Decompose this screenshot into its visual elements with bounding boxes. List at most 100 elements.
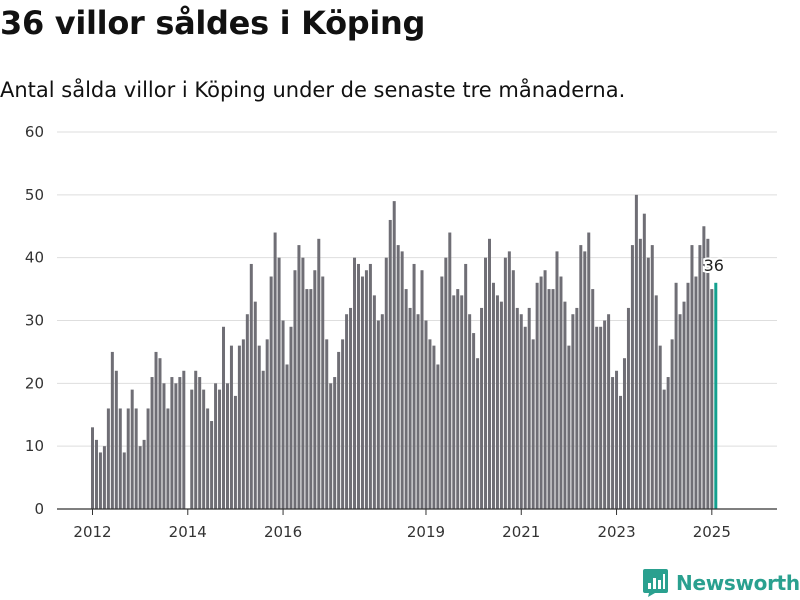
newsworthy-logo-icon bbox=[643, 569, 668, 597]
bar bbox=[642, 213, 646, 509]
bar bbox=[222, 326, 226, 509]
bar bbox=[210, 421, 214, 509]
bar bbox=[174, 383, 178, 509]
bar bbox=[468, 314, 472, 509]
bar bbox=[551, 289, 555, 509]
bar bbox=[257, 345, 261, 509]
bar bbox=[607, 314, 611, 509]
bar bbox=[142, 439, 146, 509]
bar bbox=[206, 408, 210, 509]
bar bbox=[317, 238, 321, 509]
bar bbox=[118, 408, 122, 509]
bar bbox=[229, 345, 233, 509]
bar bbox=[337, 351, 341, 509]
bar bbox=[102, 446, 106, 509]
bar bbox=[309, 289, 313, 509]
bar bbox=[531, 339, 535, 509]
bar bbox=[519, 314, 523, 509]
x-tick-label: 2023 bbox=[597, 523, 635, 541]
bar bbox=[98, 452, 102, 509]
bar bbox=[563, 301, 567, 509]
bar bbox=[150, 377, 154, 509]
bar bbox=[404, 289, 408, 509]
y-tick-label: 60 bbox=[25, 123, 44, 141]
bar bbox=[460, 295, 464, 509]
bar bbox=[499, 301, 503, 509]
x-tick-label: 2025 bbox=[693, 523, 731, 541]
bar bbox=[396, 245, 400, 509]
y-tick-label: 50 bbox=[25, 186, 44, 204]
brand-name: Newsworthy bbox=[676, 571, 800, 595]
bar bbox=[162, 383, 166, 509]
bar bbox=[388, 219, 392, 509]
bar-chart: 0 10 20 30 40 50 60 2012 2014 2016 2019 2021 2023 202… bbox=[25, 123, 777, 541]
bar bbox=[424, 320, 428, 509]
bar bbox=[233, 395, 237, 509]
bar bbox=[674, 282, 678, 509]
bar bbox=[579, 245, 583, 509]
bar bbox=[353, 257, 357, 509]
bar bbox=[622, 358, 626, 509]
bar bbox=[535, 282, 539, 509]
brand-logo[interactable]: Newsworthy bbox=[643, 569, 800, 597]
bar bbox=[138, 446, 142, 509]
bar bbox=[630, 245, 634, 509]
bar bbox=[241, 339, 245, 509]
bar bbox=[694, 276, 698, 509]
bar bbox=[166, 408, 170, 509]
bar bbox=[710, 289, 714, 509]
bar bbox=[408, 307, 412, 509]
bar bbox=[114, 370, 118, 509]
bar bbox=[698, 245, 702, 509]
bar bbox=[670, 339, 674, 509]
x-tick-label: 2014 bbox=[169, 523, 207, 541]
highlight-data-label: 36 bbox=[704, 256, 724, 275]
bar bbox=[484, 257, 488, 509]
bar bbox=[591, 289, 595, 509]
bar bbox=[182, 370, 186, 509]
bar bbox=[126, 408, 130, 509]
bar bbox=[650, 245, 654, 509]
y-tick-label: 30 bbox=[25, 312, 44, 330]
chart-title: 36 villor såldes i Köping bbox=[0, 4, 426, 42]
bar bbox=[611, 377, 615, 509]
y-tick-label: 10 bbox=[25, 437, 44, 455]
bar bbox=[416, 314, 420, 509]
bar bbox=[380, 314, 384, 509]
bar bbox=[488, 238, 491, 509]
bar bbox=[503, 257, 507, 509]
y-tick-label: 0 bbox=[34, 500, 44, 518]
bar bbox=[190, 389, 194, 509]
bar bbox=[480, 307, 484, 509]
bar bbox=[122, 452, 126, 509]
bar bbox=[559, 276, 563, 509]
bar bbox=[448, 232, 452, 509]
bar bbox=[253, 301, 257, 509]
bar bbox=[372, 295, 376, 509]
bar bbox=[329, 383, 333, 509]
bar bbox=[249, 263, 253, 509]
bar bbox=[198, 377, 202, 509]
bar bbox=[178, 377, 182, 509]
bar bbox=[595, 326, 599, 509]
bar bbox=[507, 251, 511, 509]
bar bbox=[547, 289, 551, 509]
x-tick-label: 2019 bbox=[407, 523, 445, 541]
x-tick-label: 2012 bbox=[73, 523, 111, 541]
bar bbox=[245, 314, 249, 509]
bar bbox=[706, 238, 710, 509]
bar bbox=[341, 339, 345, 509]
bar bbox=[599, 326, 603, 509]
bar bbox=[305, 289, 309, 509]
y-tick-label: 20 bbox=[25, 374, 44, 392]
bar bbox=[400, 251, 404, 509]
bar bbox=[297, 245, 301, 509]
bar bbox=[364, 270, 368, 509]
bar bbox=[686, 282, 690, 509]
bar bbox=[515, 307, 519, 509]
bar bbox=[154, 351, 158, 509]
bar bbox=[368, 263, 372, 509]
bar bbox=[313, 270, 317, 509]
bar bbox=[511, 270, 515, 509]
bar bbox=[662, 389, 666, 509]
